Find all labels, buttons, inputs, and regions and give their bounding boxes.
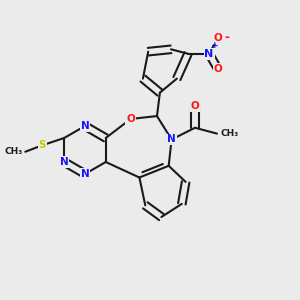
- Text: N: N: [167, 134, 176, 145]
- Text: N: N: [81, 121, 89, 131]
- Text: O: O: [126, 114, 135, 124]
- Text: -: -: [224, 31, 229, 44]
- Text: N: N: [204, 49, 214, 59]
- Text: CH₃: CH₃: [4, 147, 22, 156]
- Text: +: +: [211, 41, 218, 50]
- Text: N: N: [81, 169, 89, 179]
- Text: CH₃: CH₃: [220, 129, 239, 138]
- Text: O: O: [190, 101, 200, 111]
- Text: N: N: [60, 157, 69, 167]
- Text: S: S: [38, 140, 46, 150]
- Text: O: O: [214, 64, 222, 74]
- Text: O: O: [214, 34, 222, 44]
